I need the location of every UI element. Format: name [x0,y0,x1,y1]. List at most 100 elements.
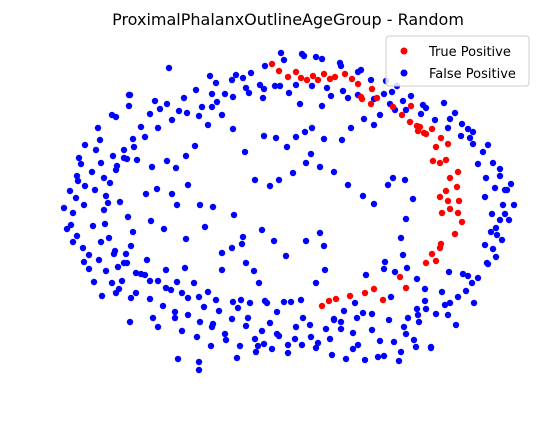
point-false-positive [268,345,276,353]
point-false-positive [489,159,497,167]
point-false-positive [218,111,226,119]
point-false-positive [174,355,182,363]
point-true-positive [309,72,317,80]
point-false-positive [284,349,292,357]
point-false-positive [444,124,452,132]
point-false-positive [344,181,352,189]
point-false-positive [403,264,411,272]
point-false-positive [156,105,164,113]
point-false-positive [239,74,247,82]
point-false-positive [184,294,192,302]
point-true-positive [341,70,349,78]
point-false-positive [100,174,108,182]
point-false-positive [306,321,314,329]
point-false-positive [111,247,119,255]
point-false-positive [215,307,223,315]
point-false-positive [289,169,297,177]
point-false-positive [218,249,226,257]
point-false-positive [302,159,310,167]
point-false-positive [102,267,110,275]
point-false-positive [154,323,162,331]
point-false-positive [298,341,306,349]
point-false-positive [400,323,408,331]
point-true-positive [436,193,444,201]
point-false-positive [118,277,126,285]
point-false-positive [271,82,279,90]
point-false-positive [200,303,208,311]
point-false-positive [360,115,368,123]
point-false-positive [427,343,435,351]
point-true-positive [446,174,454,182]
point-false-positive [260,132,268,140]
point-true-positive [436,244,444,252]
point-false-positive [196,318,204,326]
point-false-positive [337,62,345,70]
point-false-positive [242,84,250,92]
point-false-positive [228,76,236,84]
point-false-positive [297,296,305,304]
point-false-positive [133,156,141,164]
point-true-positive [454,209,462,217]
point-false-positive [115,285,123,293]
point-false-positive [141,133,149,141]
point-true-positive [361,289,369,297]
point-false-positive [299,314,307,322]
point-false-positive [69,238,77,246]
point-false-positive [380,352,388,360]
point-false-positive [446,115,454,123]
point-false-positive [126,318,134,326]
point-false-positive [302,237,310,245]
point-false-positive [239,233,247,241]
point-false-positive [252,348,260,356]
point-false-positive [72,194,80,202]
point-false-positive [73,232,81,240]
point-true-positive [346,292,354,300]
point-false-positive [454,293,462,301]
point-false-positive [387,293,395,301]
point-false-positive [459,270,467,278]
point-false-positive [323,84,331,92]
point-false-positive [287,298,295,306]
point-false-positive [250,267,258,275]
point-false-positive [484,141,492,149]
point-false-positive [244,314,252,322]
point-false-positive [85,265,93,273]
point-false-positive [73,172,81,180]
point-false-positive [181,264,189,272]
point-false-positive [451,109,459,117]
point-false-positive [344,94,352,102]
point-false-positive [445,268,453,276]
point-false-positive [67,221,75,229]
point-false-positive [498,236,506,244]
point-false-positive [230,211,238,219]
point-false-positive [404,314,412,322]
point-true-positive [446,205,454,213]
point-false-positive [316,163,324,171]
point-false-positive [415,318,423,326]
point-false-positive [397,348,405,356]
point-false-positive [292,81,300,89]
point-false-positive [130,143,138,151]
point-false-positive [201,223,209,231]
point-false-positive [127,242,135,250]
point-false-positive [457,132,465,140]
point-false-positive [351,299,359,307]
point-false-positive [171,308,179,316]
point-false-positive [347,124,355,132]
point-false-positive [112,166,120,174]
point-false-positive [483,259,491,267]
point-false-positive [125,91,133,99]
point-false-positive [182,235,190,243]
point-false-positive [280,56,288,64]
point-false-positive [108,111,116,119]
point-false-positive [374,353,382,361]
point-false-positive [399,97,407,105]
point-false-positive [245,89,253,97]
point-false-positive [362,271,370,279]
point-false-positive [339,87,347,95]
point-false-positive [337,325,345,333]
point-false-positive [221,330,229,338]
point-false-positive [496,165,504,173]
point-false-positive [401,176,409,184]
point-false-positive [380,90,388,98]
